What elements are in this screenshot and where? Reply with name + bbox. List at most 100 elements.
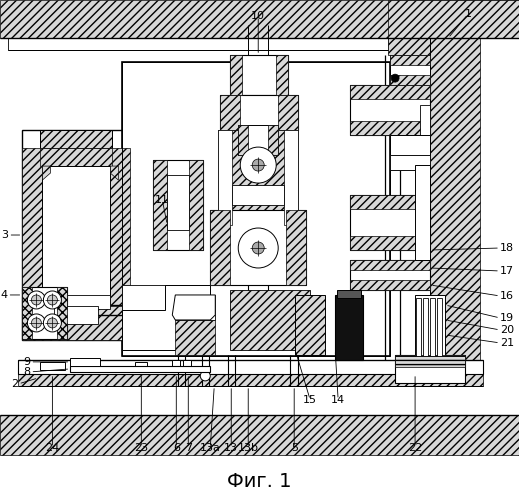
Circle shape [47,295,58,305]
Polygon shape [388,38,430,55]
Circle shape [44,291,61,309]
Bar [220,95,240,130]
Circle shape [252,159,264,171]
Circle shape [32,295,42,305]
Bar [22,306,130,340]
Text: 13b: 13b [238,443,259,453]
Bar [335,295,363,360]
Bar [390,55,430,65]
Bar [350,280,430,290]
Bar [423,298,428,356]
Text: 21: 21 [500,338,514,348]
Bar [218,130,232,225]
Polygon shape [22,130,130,340]
Text: 20: 20 [500,325,514,335]
Bar [286,210,306,285]
Bar [350,85,430,99]
Bar [210,210,230,285]
Bar [350,195,430,250]
Bar [1,0,519,38]
Bar [71,366,210,372]
Circle shape [238,228,278,268]
Circle shape [28,314,45,332]
Bar [218,130,298,225]
Polygon shape [122,285,210,350]
Circle shape [391,74,399,82]
Circle shape [240,147,276,183]
Bar [40,148,112,166]
Polygon shape [230,290,310,350]
Bar [395,355,465,383]
Bar [232,185,284,205]
Bar [390,135,430,155]
Bar [278,95,298,130]
Bar [437,298,442,356]
Bar [430,38,480,368]
Circle shape [44,314,61,332]
Circle shape [252,242,264,254]
Text: 15: 15 [303,395,317,405]
Bar [220,95,298,130]
Bar [337,290,361,298]
Text: 9: 9 [23,357,31,367]
Bar [430,298,435,356]
Bar [390,55,430,85]
Text: 23: 23 [134,443,148,453]
Circle shape [200,371,210,381]
Text: 19: 19 [500,313,514,323]
Polygon shape [111,166,118,180]
Polygon shape [175,320,215,355]
Polygon shape [43,166,50,180]
Text: 22: 22 [408,443,422,453]
Bar [189,160,203,250]
Bar [230,55,288,95]
Text: 5: 5 [291,443,298,453]
Bar [18,360,483,374]
Bar [1,415,519,455]
Bar [210,210,306,285]
Bar [22,287,32,339]
Bar [153,160,203,250]
Bar [350,121,430,135]
Bar [420,105,430,135]
Text: 16: 16 [500,291,514,301]
Bar [22,287,67,339]
Bar [276,55,288,95]
Text: 13a: 13a [200,443,221,453]
Bar [135,362,147,370]
Bar [238,125,248,155]
Bar [111,148,130,313]
Text: 10: 10 [251,11,265,21]
Bar [230,55,242,95]
Bar [71,358,100,366]
Bar [58,287,67,339]
Polygon shape [172,295,215,320]
Bar [175,295,215,320]
Bar [153,160,167,250]
Bar [415,165,430,260]
Bar [8,38,388,50]
Bar [350,260,430,290]
Bar [167,175,189,230]
Bar [395,355,465,367]
Bar [122,285,210,350]
Bar [183,360,192,368]
Bar [268,125,278,155]
Text: 14: 14 [331,395,345,405]
Bar [43,166,111,306]
Bar [238,125,278,155]
Text: 18: 18 [500,243,514,253]
Polygon shape [295,295,325,355]
Text: 4: 4 [1,290,7,300]
Text: 11: 11 [155,195,169,205]
Bar [415,295,445,360]
Text: Фиг. 1: Фиг. 1 [227,472,292,492]
Polygon shape [388,0,519,38]
Text: 6: 6 [173,443,180,453]
Text: 2: 2 [11,379,18,389]
Bar [350,195,430,209]
Text: 24: 24 [45,443,60,453]
Bar [416,298,421,356]
Bar [18,374,483,386]
Bar [40,362,65,370]
